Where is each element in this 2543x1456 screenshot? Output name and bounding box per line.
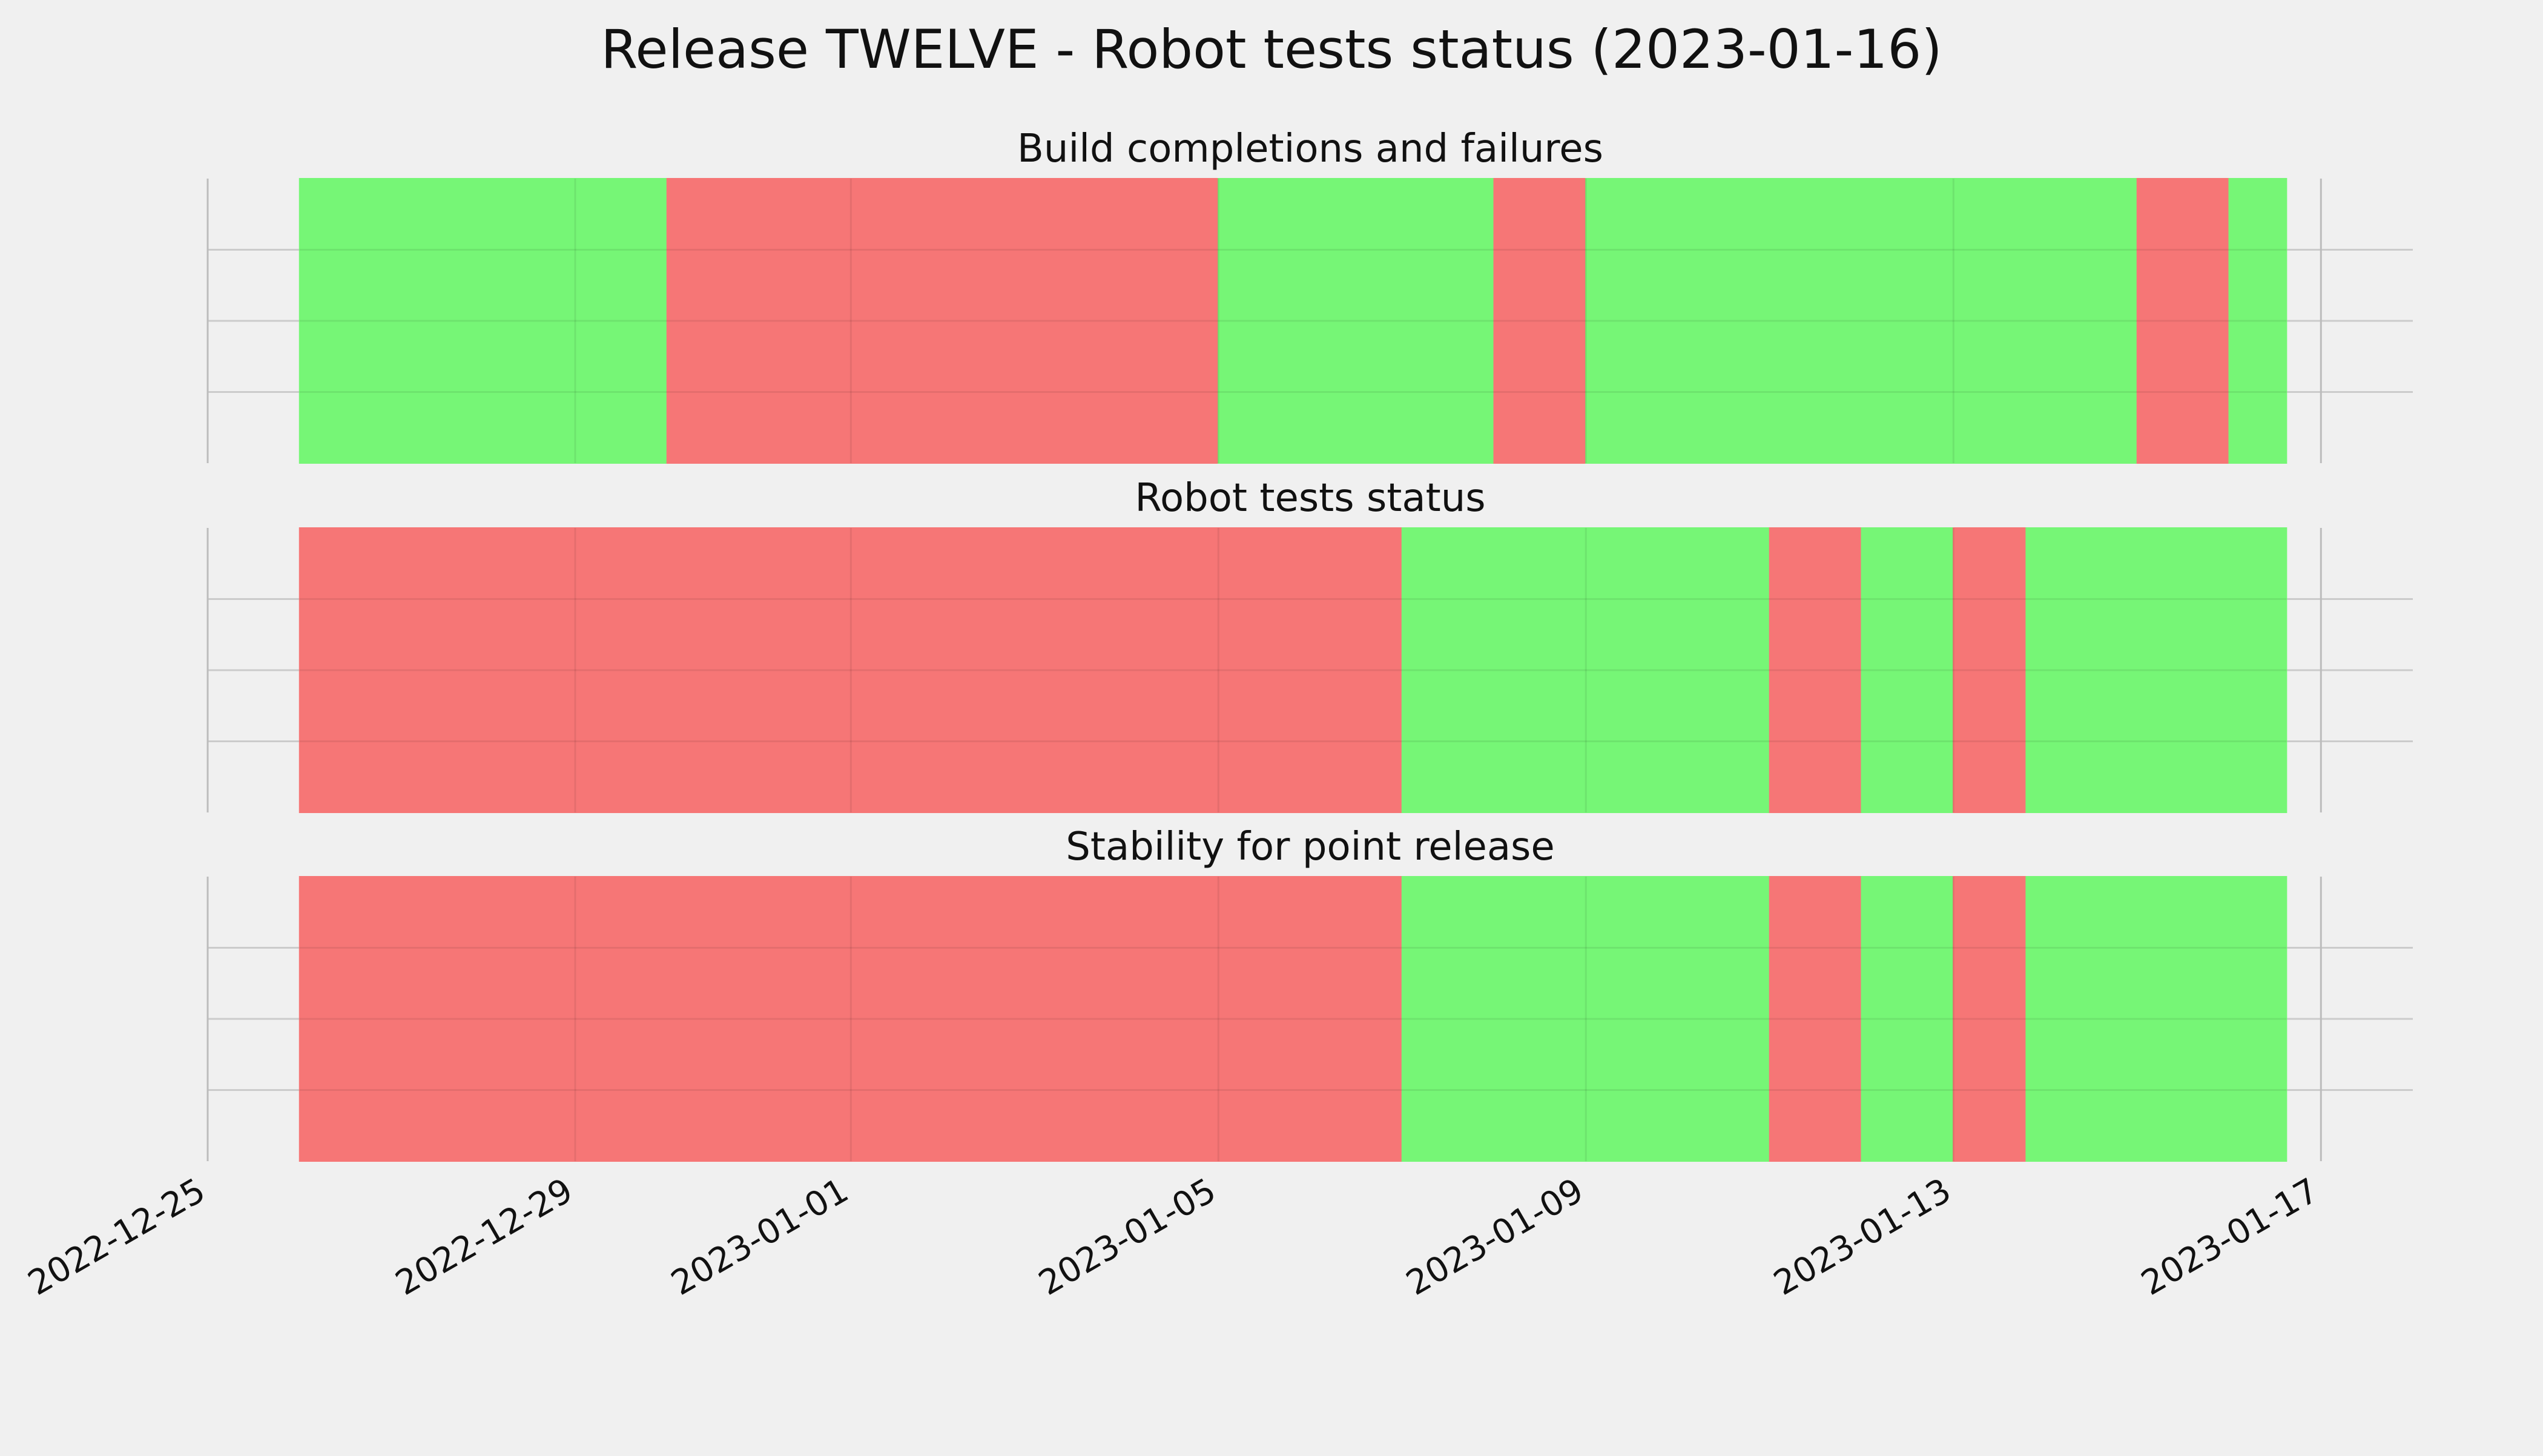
status-segment-pass [1861,876,1954,1162]
status-segment-pass [1585,178,2138,464]
panel-title: Build completions and failures [1017,127,1603,171]
panel-title: Stability for point release [1066,825,1555,869]
panel-3: Stability for point release [206,825,2413,1162]
status-segment-pass [298,178,668,464]
panel-title: Robot tests status [1135,476,1485,521]
status-segment-fail [298,876,1403,1162]
panel-2: Robot tests status [206,476,2413,813]
status-segment-pass [1861,527,1954,813]
status-segment-fail [1953,527,2027,813]
status-segment-pass [1218,178,1495,464]
status-segment-pass [2025,527,2287,813]
status-segment-fail [2136,178,2230,464]
status-segment-pass [1401,527,1770,813]
chart-title: Release TWELVE - Robot tests status (202… [601,18,1942,81]
status-segment-fail [1953,876,2027,1162]
status-segment-fail [1493,178,1587,464]
status-segment-fail [666,178,1219,464]
status-segment-pass [2228,178,2287,464]
panel-1: Build completions and failures [206,127,2413,464]
status-segment-fail [1769,876,1862,1162]
status-segment-fail [1769,527,1862,813]
status-segment-pass [2025,876,2287,1162]
status-segment-fail [298,527,1403,813]
